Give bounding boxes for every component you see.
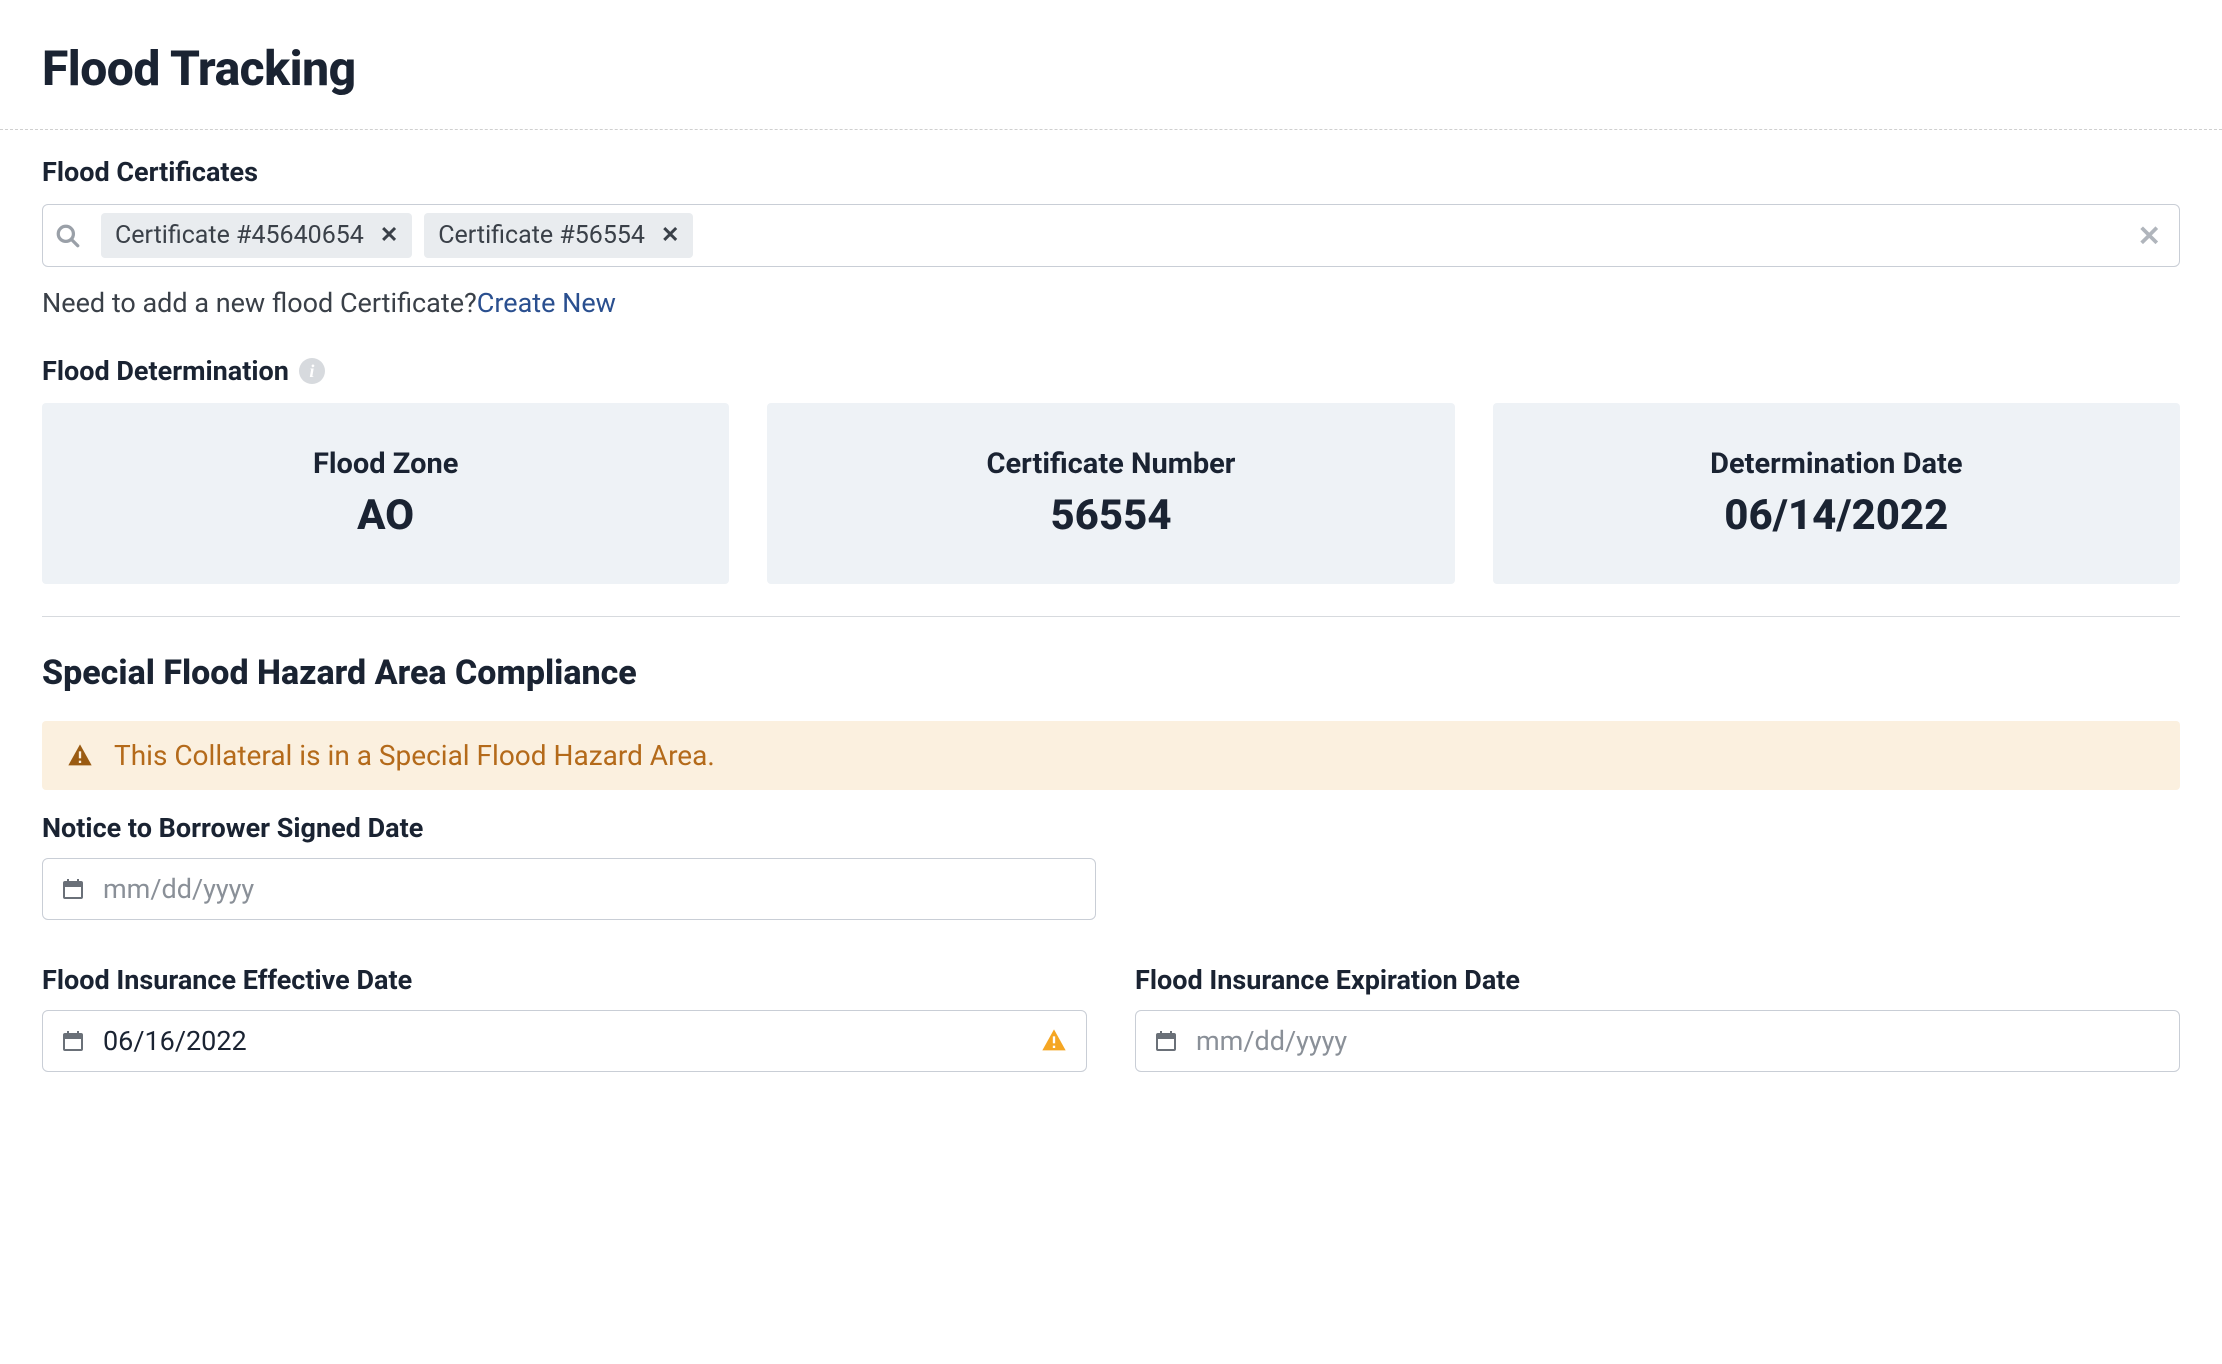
helper-text: Need to add a new flood Certificate? (42, 287, 477, 319)
certificate-chip: Certificate #45640654 ✕ (101, 213, 412, 258)
date-placeholder: mm/dd/yyyy (1196, 1025, 1347, 1057)
card-label: Flood Zone (62, 447, 709, 481)
date-placeholder: mm/dd/yyyy (103, 873, 254, 905)
card-label: Determination Date (1513, 447, 2160, 481)
search-icon (55, 223, 81, 249)
date-value: 06/16/2022 (103, 1025, 247, 1057)
flood-zone-card: Flood Zone AO (42, 403, 729, 584)
card-value: 56554 (787, 491, 1434, 540)
effective-date-input[interactable]: 06/16/2022 (42, 1010, 1087, 1072)
create-helper: Need to add a new flood Certificate?Crea… (42, 287, 2180, 319)
warning-icon (1040, 1027, 1068, 1055)
determination-label: Flood Determination i (42, 355, 2180, 387)
compliance-title: Special Flood Hazard Area Compliance (42, 653, 2180, 693)
effective-date-label: Flood Insurance Effective Date (42, 964, 1087, 996)
certificate-number-card: Certificate Number 56554 (767, 403, 1454, 584)
card-value: 06/14/2022 (1513, 491, 2160, 540)
alert-text: This Collateral is in a Special Flood Ha… (114, 739, 715, 772)
notice-date-input[interactable]: mm/dd/yyyy (42, 858, 1096, 920)
expiration-date-label: Flood Insurance Expiration Date (1135, 964, 2180, 996)
create-new-link[interactable]: Create New (477, 287, 616, 319)
determination-cards: Flood Zone AO Certificate Number 56554 D… (42, 403, 2180, 584)
determination-date-card: Determination Date 06/14/2022 (1493, 403, 2180, 584)
card-value: AO (62, 491, 709, 540)
chip-label: Certificate #56554 (438, 221, 645, 250)
info-icon[interactable]: i (299, 358, 325, 384)
certificate-chip: Certificate #56554 ✕ (424, 213, 693, 258)
calendar-icon (1154, 1029, 1178, 1053)
chip-remove-icon[interactable]: ✕ (380, 223, 398, 248)
certificates-label: Flood Certificates (42, 156, 2180, 188)
calendar-icon (61, 877, 85, 901)
expiration-date-input[interactable]: mm/dd/yyyy (1135, 1010, 2180, 1072)
divider (42, 616, 2180, 617)
chip-label: Certificate #45640654 (115, 221, 364, 250)
clear-all-icon[interactable]: ✕ (2138, 219, 2161, 252)
page-title: Flood Tracking (42, 40, 2180, 97)
calendar-icon (61, 1029, 85, 1053)
hazard-alert: This Collateral is in a Special Flood Ha… (42, 721, 2180, 790)
warning-icon (66, 742, 94, 770)
determination-label-text: Flood Determination (42, 355, 289, 387)
card-label: Certificate Number (787, 447, 1434, 481)
chip-remove-icon[interactable]: ✕ (661, 223, 679, 248)
notice-date-label: Notice to Borrower Signed Date (42, 812, 2180, 844)
divider (0, 129, 2222, 130)
certificates-multiselect[interactable]: Certificate #45640654 ✕ Certificate #565… (42, 204, 2180, 267)
